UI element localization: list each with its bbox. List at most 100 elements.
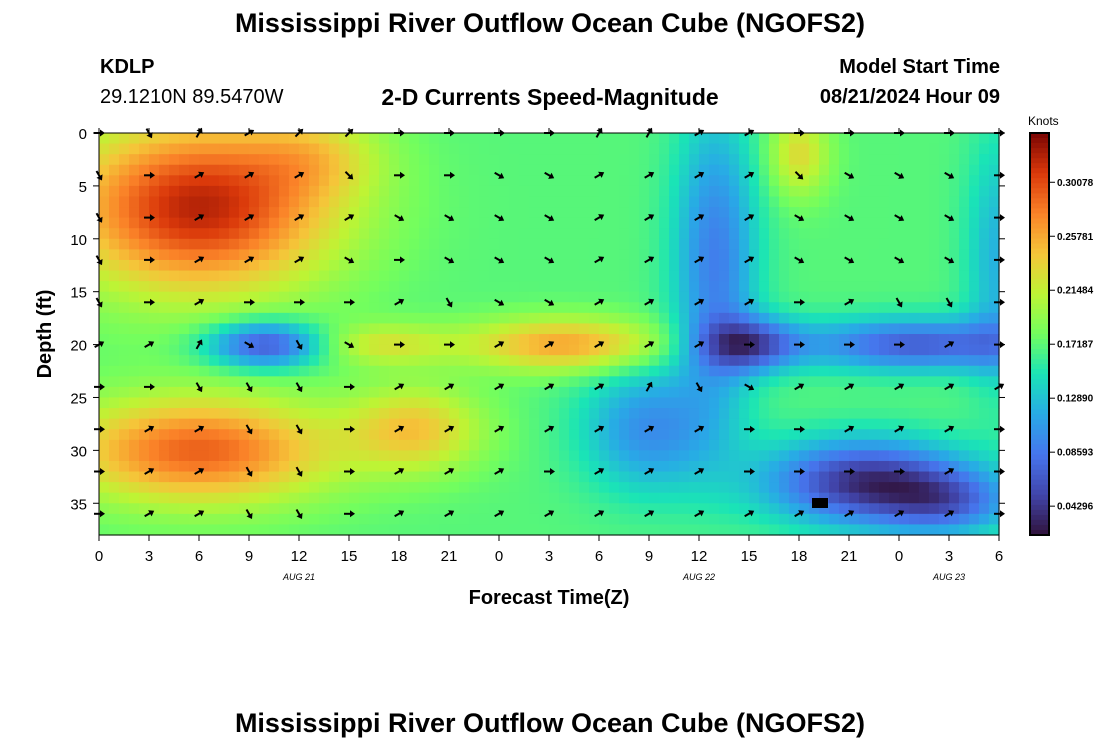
heatmap-cell — [979, 524, 990, 536]
heatmap-cell — [839, 365, 850, 377]
current-vector — [944, 425, 955, 433]
heatmap-cell — [259, 418, 270, 430]
heatmap-cell — [469, 386, 480, 399]
current-vector — [194, 510, 205, 518]
heatmap-cell — [549, 450, 560, 462]
heatmap-cell — [289, 185, 300, 198]
heatmap-cell — [179, 408, 190, 420]
heatmap-cell — [909, 460, 920, 473]
heatmap-cell — [719, 450, 730, 462]
heatmap-cell — [439, 143, 450, 155]
heatmap-cell — [339, 302, 350, 314]
heatmap-cell — [549, 418, 560, 430]
heatmap-cell — [549, 217, 560, 229]
heatmap-cell — [639, 207, 650, 219]
heatmap-cell — [449, 217, 460, 229]
heatmap-cell — [459, 482, 470, 494]
heatmap-cell — [879, 207, 890, 219]
heatmap-cell — [279, 207, 290, 219]
heatmap-cell — [329, 302, 340, 314]
heatmap-cell — [889, 482, 900, 494]
heatmap-cell — [919, 418, 930, 430]
heatmap-cell — [419, 386, 430, 399]
heatmap-cell — [569, 460, 580, 473]
heatmap-cell — [819, 513, 830, 526]
heatmap-cell — [319, 513, 330, 526]
heatmap-cell — [609, 323, 620, 335]
heatmap-cell — [519, 154, 530, 166]
heatmap-cell — [499, 376, 510, 388]
heatmap-cell — [409, 302, 420, 314]
heatmap-cell — [759, 408, 770, 420]
heatmap-cell — [739, 164, 750, 176]
heatmap-cell — [459, 196, 470, 208]
heatmap-cell — [349, 386, 360, 399]
heatmap-cell — [849, 228, 860, 240]
heatmap-cell — [199, 175, 210, 187]
heatmap-cell — [549, 471, 560, 483]
current-vector — [295, 508, 303, 519]
heatmap-cell — [109, 365, 120, 377]
heatmap-cell — [649, 418, 660, 430]
heatmap-cell — [569, 503, 580, 515]
heatmap-cell — [489, 418, 500, 430]
heatmap-cell — [889, 196, 900, 208]
heatmap-cell — [679, 460, 690, 473]
heatmap-cell — [109, 344, 120, 356]
heatmap-cell — [519, 133, 530, 145]
heatmap-cell — [539, 270, 550, 282]
heatmap-cell — [739, 471, 750, 483]
heatmap-cell — [629, 291, 640, 303]
heatmap-cell — [919, 196, 930, 208]
heatmap-cell — [199, 513, 210, 526]
heatmap-cell — [439, 207, 450, 219]
heatmap-cell — [489, 323, 500, 335]
heatmap-cell — [619, 217, 630, 229]
heatmap-cell — [639, 281, 650, 293]
heatmap-cell — [399, 365, 410, 377]
heatmap-cell — [319, 175, 330, 187]
heatmap-cell — [219, 513, 230, 526]
heatmap-cell — [429, 524, 440, 536]
heatmap-cell — [139, 143, 150, 155]
heatmap-cell — [659, 154, 670, 166]
heatmap-cell — [199, 217, 210, 229]
heatmap-cell — [979, 238, 990, 250]
colorbar-segment — [1030, 354, 1049, 360]
heatmap-cell — [619, 450, 630, 462]
heatmap-cell — [439, 323, 450, 335]
heatmap-cell — [959, 418, 970, 430]
heatmap-cell — [179, 154, 190, 166]
heatmap-cell — [819, 323, 830, 335]
heatmap-cell — [369, 143, 380, 155]
heatmap-cell — [409, 503, 420, 515]
heatmap-cell — [199, 376, 210, 388]
heatmap-cell — [869, 259, 880, 272]
heatmap-cell — [199, 133, 210, 145]
current-vector — [844, 256, 855, 264]
colorbar-segment — [1030, 514, 1049, 521]
heatmap-cell — [269, 154, 280, 166]
heatmap-cell — [579, 196, 590, 208]
heatmap-cell — [219, 154, 230, 166]
heatmap-cell — [359, 323, 370, 335]
heatmap-cell — [649, 249, 660, 261]
heatmap-cell — [799, 450, 810, 462]
heatmap-cell — [789, 365, 800, 377]
heatmap-cell — [259, 482, 270, 494]
heatmap-cell — [619, 133, 630, 145]
heatmap-cell — [609, 270, 620, 282]
heatmap-cell — [439, 196, 450, 208]
heatmap-cell — [699, 302, 710, 314]
heatmap-cell — [609, 143, 620, 155]
heatmap-cell — [809, 429, 820, 441]
heatmap-cell — [379, 386, 390, 399]
heatmap-cell — [799, 185, 810, 198]
heatmap-cell — [709, 228, 720, 240]
heatmap-cell — [629, 460, 640, 473]
heatmap-cell — [249, 429, 260, 441]
heatmap-cell — [409, 439, 420, 451]
heatmap-cell — [529, 386, 540, 399]
heatmap-cell — [319, 238, 330, 250]
current-vector — [194, 214, 205, 221]
